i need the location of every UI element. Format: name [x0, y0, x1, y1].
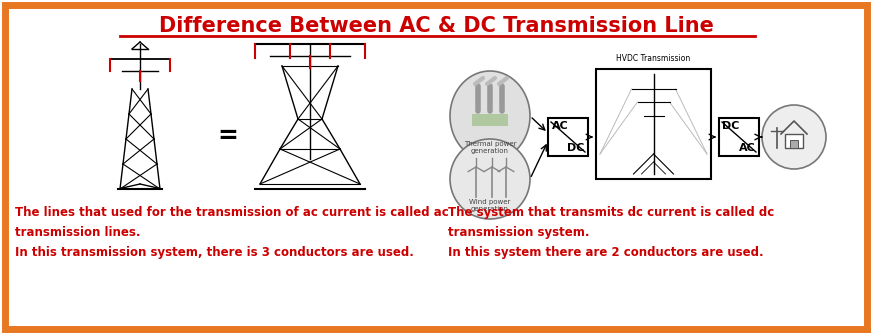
Text: DC: DC	[567, 143, 585, 153]
Text: DC: DC	[722, 121, 739, 131]
Text: The lines that used for the transmission of ac current is called ac
transmission: The lines that used for the transmission…	[15, 206, 449, 259]
Text: =: =	[217, 124, 238, 148]
Ellipse shape	[762, 105, 826, 169]
Ellipse shape	[450, 71, 530, 161]
Bar	[790, 140, 798, 148]
Text: Thermal power
generation: Thermal power generation	[464, 141, 516, 154]
Text: Difference Between AC & DC Transmission Line: Difference Between AC & DC Transmission …	[159, 16, 713, 36]
Bar	[472, 114, 508, 126]
Text: The system that transmits dc current is called dc
transmission system.
In this s: The system that transmits dc current is …	[448, 206, 774, 259]
Text: AC: AC	[739, 143, 755, 153]
Text: Wind power
generation: Wind power generation	[470, 199, 511, 212]
Text: HVDC Transmission: HVDC Transmission	[616, 54, 691, 63]
Bar	[719, 118, 759, 156]
Ellipse shape	[450, 139, 530, 219]
Bar	[785, 134, 803, 148]
Text: AC: AC	[552, 121, 568, 131]
Bar	[548, 118, 588, 156]
Bar	[596, 69, 711, 179]
